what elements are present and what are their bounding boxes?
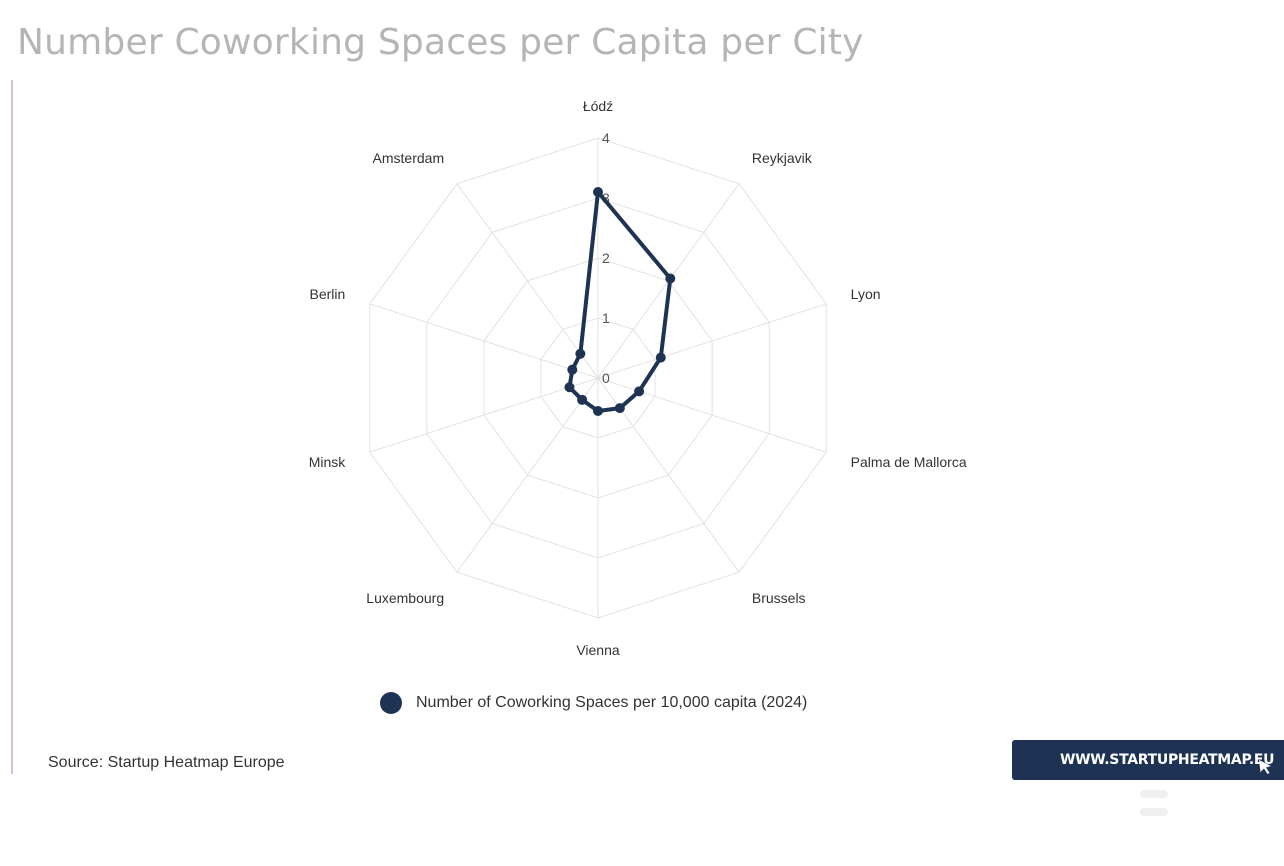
- grid-spoke: [369, 303, 599, 379]
- data-point[interactable]: [614, 403, 625, 414]
- scroll-handle[interactable]: [1140, 790, 1168, 820]
- category-label: Lyon: [851, 286, 881, 302]
- website-link-button[interactable]: WWW.STARTUPHEATMAP.EU: [1012, 740, 1284, 780]
- data-point[interactable]: [575, 348, 586, 359]
- data-point[interactable]: [593, 187, 603, 197]
- source-note: Source: Startup Heatmap Europe: [48, 754, 285, 771]
- grid-spoke: [597, 303, 827, 379]
- grid-spoke: [369, 377, 599, 453]
- radar-tick-labels: 0 1 2 3 4: [602, 130, 610, 386]
- data-point[interactable]: [577, 394, 588, 405]
- accent-divider: [11, 80, 13, 774]
- data-point[interactable]: [665, 273, 676, 284]
- cursor-icon: [1259, 760, 1271, 774]
- legend-label: Number of Coworking Spaces per 10,000 ca…: [416, 694, 808, 711]
- category-label: Minsk: [309, 454, 347, 470]
- category-label: Łódź: [583, 98, 613, 114]
- category-label: Palma de Mallorca: [851, 454, 967, 470]
- radar-category-labels: Łódź Reykjavik Lyon Palma de Mallorca Brusse…: [309, 98, 967, 658]
- tick-label: 2: [602, 250, 610, 266]
- radar-series: [564, 187, 676, 416]
- grid-spoke: [456, 377, 599, 573]
- tick-label: 1: [602, 310, 610, 326]
- category-label: Brussels: [752, 590, 806, 606]
- grid-spoke: [456, 183, 599, 379]
- chart-legend[interactable]: Number of Coworking Spaces per 10,000 ca…: [380, 692, 807, 714]
- legend-marker: [380, 692, 402, 714]
- category-label: Vienna: [576, 642, 620, 658]
- data-point[interactable]: [567, 364, 578, 375]
- chart-title: Number Coworking Spaces per Capita per C…: [17, 22, 864, 63]
- data-point[interactable]: [655, 352, 666, 363]
- data-point[interactable]: [593, 406, 603, 416]
- data-point[interactable]: [634, 386, 645, 397]
- tick-label: 4: [602, 130, 610, 146]
- radar-grid: [369, 137, 827, 619]
- tick-label: 0: [602, 370, 610, 386]
- category-label: Amsterdam: [373, 150, 445, 166]
- tick-label: 3: [602, 190, 610, 206]
- category-label: Luxembourg: [366, 590, 444, 606]
- data-point[interactable]: [564, 382, 575, 393]
- website-link-label: WWW.STARTUPHEATMAP.EU: [1060, 752, 1275, 768]
- category-label: Reykjavik: [752, 150, 813, 166]
- category-label: Berlin: [310, 286, 346, 302]
